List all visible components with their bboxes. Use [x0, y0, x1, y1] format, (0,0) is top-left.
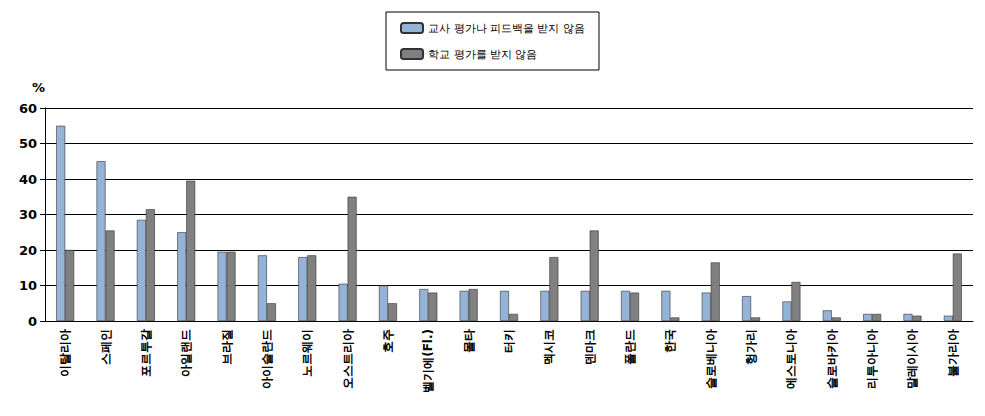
svg-text:슬로베니아: 슬로베니아 — [704, 329, 718, 389]
svg-text:한국: 한국 — [663, 329, 677, 353]
svg-text:벨기에(Fl.): 벨기에(Fl.) — [421, 329, 435, 393]
svg-text:몰타: 몰타 — [462, 329, 476, 353]
svg-text:50: 50 — [19, 136, 37, 151]
svg-text:학교 평가를 받지 않음: 학교 평가를 받지 않음 — [428, 48, 538, 61]
svg-text:브라질: 브라질 — [220, 329, 234, 365]
svg-text:아일랜드: 아일랜드 — [179, 329, 193, 377]
svg-text:20: 20 — [19, 243, 37, 258]
svg-text:노르웨이: 노르웨이 — [300, 329, 314, 377]
svg-text:터키: 터키 — [502, 329, 516, 353]
svg-text:슬로바키아: 슬로바키아 — [825, 329, 839, 389]
svg-text:30: 30 — [19, 207, 37, 222]
svg-text:아이슬란드: 아이슬란드 — [260, 329, 274, 389]
svg-text:말레이시아: 말레이시아 — [905, 329, 919, 389]
svg-text:60: 60 — [19, 101, 37, 116]
svg-text:헝가리: 헝가리 — [744, 329, 758, 365]
svg-text:불가리아: 불가리아 — [946, 329, 960, 377]
svg-text:에스토니아: 에스토니아 — [784, 329, 798, 389]
svg-text:멕시코: 멕시코 — [542, 329, 556, 365]
svg-text:포르투갈: 포르투갈 — [139, 329, 153, 377]
svg-text:호주: 호주 — [381, 329, 395, 353]
svg-text:교사 평가나 피드백을 받지 않음: 교사 평가나 피드백을 받지 않음 — [428, 22, 585, 35]
svg-text:%: % — [32, 80, 45, 95]
svg-text:40: 40 — [19, 172, 37, 187]
svg-text:덴마크: 덴마크 — [583, 329, 597, 365]
svg-text:리투아니아: 리투아니아 — [865, 329, 879, 389]
svg-text:오스트리아: 오스트리아 — [341, 329, 355, 389]
svg-text:이탈리아: 이탈리아 — [58, 329, 72, 377]
svg-text:10: 10 — [19, 278, 37, 293]
svg-text:폴란드: 폴란드 — [623, 329, 637, 365]
svg-text:스페인: 스페인 — [99, 329, 113, 365]
svg-text:0: 0 — [28, 314, 37, 329]
